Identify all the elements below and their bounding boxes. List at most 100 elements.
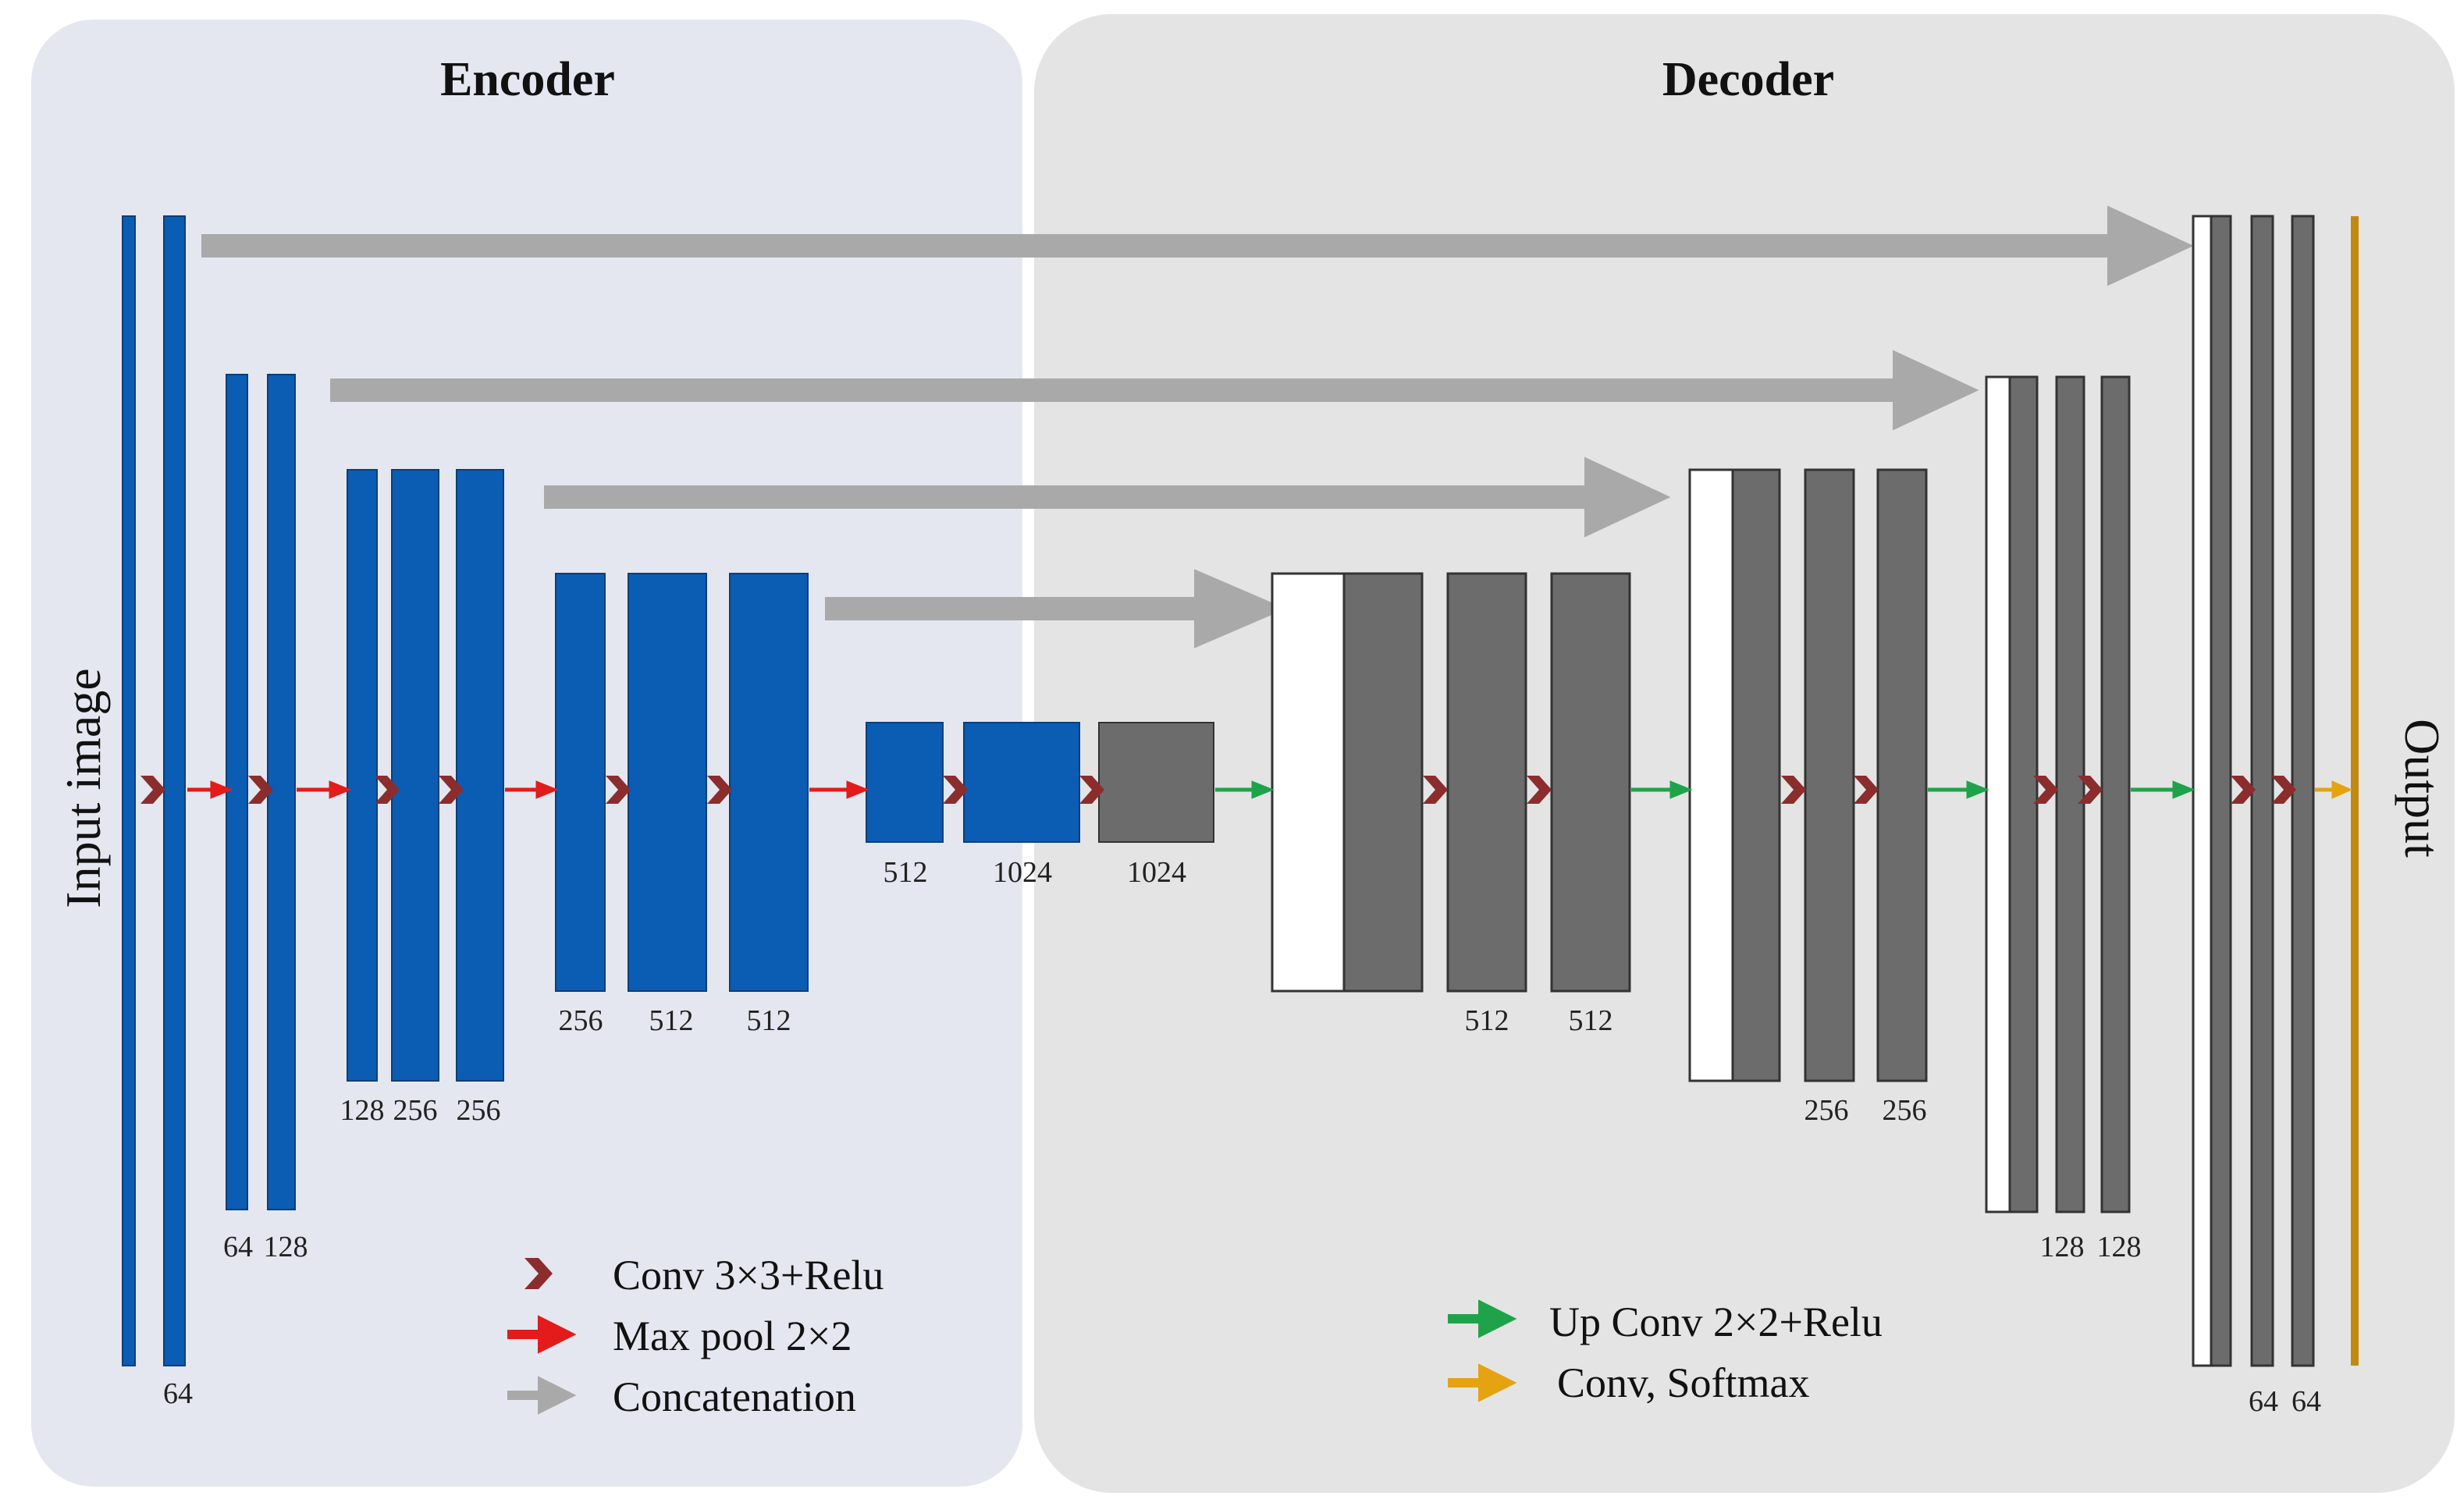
dec4-copied-block	[1271, 572, 1346, 993]
dec2-copied-block	[1985, 375, 2011, 1213]
upconv-arrow-4	[1215, 780, 1275, 799]
legend-concat-label: Concatenation	[613, 1373, 856, 1420]
enc-block-3a	[347, 469, 378, 1082]
output-label: Output	[2395, 719, 2450, 858]
dec3-upsampled-block	[1731, 468, 1781, 1082]
bottleneck-block-c	[1098, 722, 1214, 843]
conv-marker	[248, 776, 273, 804]
dec3-copied-block	[1688, 468, 1734, 1082]
conv-marker	[1079, 776, 1104, 804]
channel-label: 512	[649, 1004, 694, 1037]
conv-marker	[2231, 776, 2256, 804]
channel-label: 512	[884, 856, 928, 889]
legend-maxpool-arrow-icon	[507, 1315, 577, 1354]
enc-block-1a	[163, 215, 186, 1366]
dec2-conv-block-a	[2055, 375, 2085, 1213]
conv-marker	[707, 776, 732, 804]
legend-upconv-arrow-icon	[1448, 1299, 1517, 1338]
channel-label: 128	[264, 1231, 308, 1263]
legend-softmax-label: Conv, Softmax	[1557, 1359, 1810, 1406]
channel-label: 64	[223, 1231, 253, 1263]
upconv-arrow-3	[1631, 780, 1693, 799]
channel-label: 512	[1465, 1004, 1509, 1037]
channel-label: 64	[2249, 1385, 2278, 1418]
upconv-arrow-2	[1928, 780, 1989, 799]
dec4-conv-block-b	[1550, 572, 1631, 993]
conv-marker	[1854, 776, 1879, 804]
conv-marker	[439, 776, 464, 804]
concatenation-arrows	[201, 205, 2194, 648]
channel-label: 256	[393, 1094, 438, 1127]
channel-label: 64	[163, 1377, 193, 1410]
dec1-conv-block-a	[2250, 215, 2274, 1367]
conv-marker	[375, 776, 400, 804]
conv-marker	[2078, 776, 2103, 804]
enc-block-3b	[391, 469, 439, 1082]
channel-label: 512	[747, 1004, 791, 1037]
conv-marker	[2033, 776, 2058, 804]
conv-marker	[140, 776, 165, 804]
channel-label: 256	[1883, 1094, 1927, 1127]
legend-upconv-label: Up Conv 2×2+Relu	[1549, 1299, 1883, 1345]
channel-label: 256	[559, 1004, 603, 1037]
maxpool-arrow-1	[187, 780, 233, 799]
legend-maxpool-label: Max pool 2×2	[613, 1313, 852, 1359]
channel-label: 256	[457, 1094, 501, 1127]
dec1-upsampled-block	[2210, 215, 2232, 1367]
output-bar	[2351, 216, 2359, 1366]
channel-label: 64	[2292, 1385, 2321, 1418]
enc-block-4b	[628, 573, 707, 992]
decoder-title: Decoder	[1662, 53, 1834, 106]
bottleneck-block-a	[866, 722, 944, 843]
enc-block-4a	[555, 573, 606, 992]
encoder-blocks	[122, 215, 1214, 1366]
skip-arrow-level-3	[544, 457, 1671, 538]
dec4-upsampled-block	[1342, 572, 1424, 993]
maxpool-arrow-4	[809, 780, 869, 799]
dec2-conv-block-b	[2100, 375, 2131, 1213]
conv-marker	[1781, 776, 1806, 804]
channel-label: 128	[2040, 1231, 2085, 1263]
channel-labels: 64 64 128 128 256 256 256 512 512 512 10…	[163, 856, 2321, 1418]
dec2-upsampled-block	[2008, 375, 2039, 1213]
legend-conv-marker-icon	[524, 1258, 553, 1289]
enc-input-bar	[122, 215, 136, 1366]
conv-markers	[140, 776, 2296, 804]
legend-encoder: Conv 3×3+Relu Max pool 2×2 Concatenation	[507, 1252, 884, 1420]
skip-arrow-level-2	[330, 350, 1979, 431]
enc-block-2a	[226, 374, 248, 1210]
enc-block-2b	[267, 374, 296, 1210]
legend-concat-arrow-icon	[507, 1376, 577, 1415]
legend-decoder: Up Conv 2×2+Relu Conv, Softmax	[1448, 1299, 1883, 1406]
maxpool-arrow-3	[505, 780, 559, 799]
skip-arrow-level-1	[201, 205, 2194, 286]
channel-label: 256	[1804, 1094, 1849, 1127]
decoder-blocks	[1271, 215, 2359, 1367]
bottleneck-block-b	[963, 722, 1080, 843]
channel-label: 1024	[993, 856, 1052, 889]
channel-label: 512	[1569, 1004, 1613, 1037]
softmax-arrow	[2315, 780, 2353, 799]
channel-label: 128	[2097, 1231, 2142, 1263]
conv-marker	[1527, 776, 1552, 804]
enc-block-3c	[456, 469, 504, 1082]
dec3-conv-block-a	[1804, 468, 1855, 1082]
dec1-copied-block	[2192, 215, 2213, 1367]
dec4-conv-block-a	[1446, 572, 1527, 993]
conv-marker	[943, 776, 968, 804]
conv-marker	[2271, 776, 2296, 804]
upconv-arrow-1	[2131, 780, 2196, 799]
dec3-conv-block-b	[1876, 468, 1928, 1082]
enc-block-4c	[729, 573, 809, 992]
maxpool-arrow-2	[297, 780, 352, 799]
channel-label: 128	[340, 1094, 385, 1127]
legend-conv-label: Conv 3×3+Relu	[613, 1252, 884, 1299]
legend-softmax-arrow-icon	[1448, 1363, 1517, 1402]
channel-label: 1024	[1127, 856, 1186, 889]
input-image-label: Input image	[55, 668, 111, 908]
encoder-title: Encoder	[440, 53, 615, 106]
conv-marker	[606, 776, 631, 804]
skip-arrow-level-4	[825, 569, 1286, 648]
dec1-conv-block-b	[2291, 215, 2315, 1367]
